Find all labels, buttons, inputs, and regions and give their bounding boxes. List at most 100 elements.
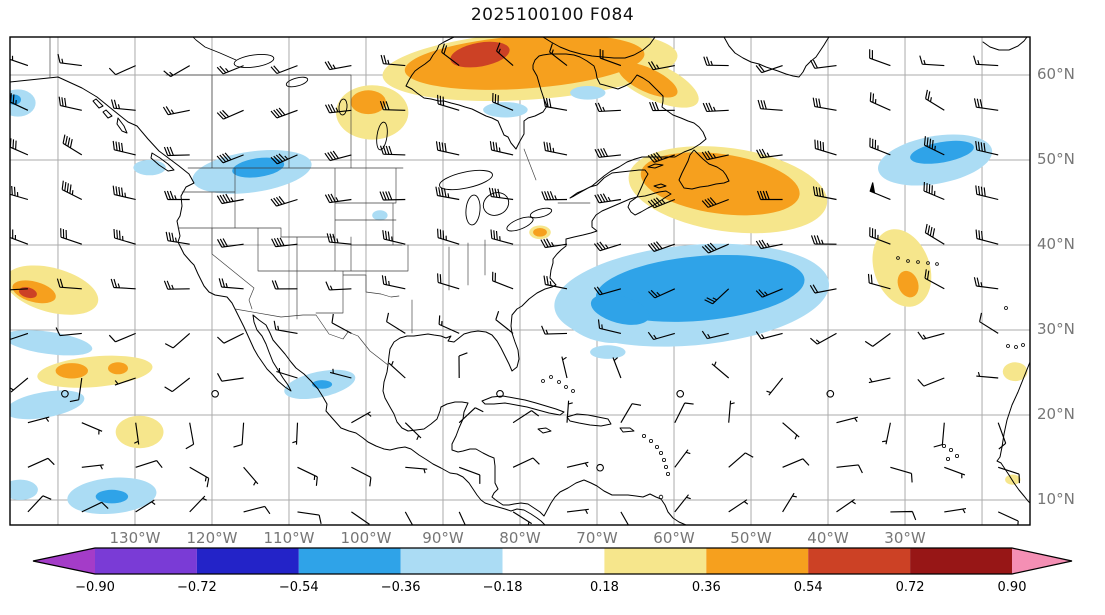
wind-barb <box>382 230 406 245</box>
wind-barb <box>437 228 460 245</box>
wind-barb <box>216 65 244 75</box>
contour-region <box>483 102 528 118</box>
wind-barb <box>489 141 514 156</box>
wind-barb <box>163 146 190 157</box>
wind-barb <box>108 332 136 343</box>
wind-barb <box>164 190 190 201</box>
state-province-borders <box>49 37 591 366</box>
wind-barb <box>164 332 191 349</box>
wind-barb <box>755 331 783 340</box>
wind-barb <box>810 59 837 69</box>
wind-barb <box>324 150 352 162</box>
wind-barb <box>112 140 136 156</box>
wind-barb <box>58 96 82 111</box>
coastline-haida-gwaii <box>116 117 128 134</box>
wind-barb <box>755 288 783 298</box>
colorbar-tick-label: 0.36 <box>691 580 721 595</box>
wind-barb <box>351 411 372 424</box>
lake-ontario <box>529 207 553 219</box>
wind-barb <box>599 49 622 67</box>
wind-barb <box>216 152 244 164</box>
wind-barb <box>933 422 945 448</box>
wind-barb <box>270 196 298 207</box>
wind-barb <box>975 185 999 201</box>
x-tick-label: 70°W <box>576 529 618 547</box>
wind-barb <box>812 97 837 111</box>
wind-barb <box>512 457 540 468</box>
wind-barb <box>458 511 466 525</box>
lake-erie <box>506 216 534 232</box>
wind-barb <box>324 61 352 71</box>
wind-barb <box>331 313 352 334</box>
wind-barb-flag <box>869 182 876 194</box>
wind-barb <box>326 233 352 245</box>
calm-circle <box>596 463 604 472</box>
coastline-jamaica <box>537 427 552 434</box>
wind-barb <box>488 187 514 201</box>
colorbar-tick-label: 0.72 <box>895 580 925 595</box>
wind-barb <box>435 186 460 201</box>
x-tick-label: 40°W <box>807 529 849 547</box>
wind-barb <box>882 422 891 445</box>
contour-region <box>450 41 510 68</box>
wind-barb <box>10 377 29 393</box>
coastline-puerto-rico <box>619 427 635 433</box>
colorbar-tick-label: 0.54 <box>793 580 823 595</box>
wind-barb <box>165 231 190 245</box>
wind-barb <box>919 55 945 67</box>
colorbar-extend-left <box>33 548 95 574</box>
wind-barb <box>441 43 460 67</box>
wind-barb <box>27 457 55 468</box>
wind-barb <box>869 137 891 156</box>
wind-barb <box>944 508 967 514</box>
wind-barb <box>890 466 913 483</box>
wind-barb <box>60 228 82 245</box>
wind-barb <box>648 61 675 71</box>
wind-barb <box>728 452 754 468</box>
colorbar-tick-label: −0.36 <box>380 580 421 595</box>
wind-barb <box>458 352 468 379</box>
wind-barb <box>437 273 460 290</box>
colorbar-segment <box>808 548 911 574</box>
wind-barb <box>711 361 730 379</box>
contour-region <box>10 330 93 356</box>
chart-title: 2025100100 F084 <box>470 5 635 25</box>
x-tick-label: 120°W <box>186 529 238 547</box>
wind-barb <box>869 49 891 67</box>
wind-barb <box>163 280 190 290</box>
wind-barb <box>890 510 917 521</box>
wind-barb <box>405 466 428 474</box>
contour-region <box>18 287 37 299</box>
x-tick-label: 30°W <box>884 529 926 547</box>
wind-barb <box>648 288 676 299</box>
wind-barb <box>836 498 856 513</box>
wind-barb <box>647 152 675 163</box>
wind-barb <box>702 102 729 112</box>
wind-barb <box>540 238 568 249</box>
colorbar-tick-label: −0.18 <box>482 580 523 595</box>
wind-barb <box>404 511 414 525</box>
contour-region <box>590 345 626 359</box>
wind-barb <box>243 466 259 486</box>
wind-barb <box>757 99 783 111</box>
wind-barb <box>766 377 784 396</box>
wind-barb <box>27 495 52 513</box>
wind-barb <box>297 511 322 525</box>
colorbar-tick-label: −0.90 <box>75 580 115 595</box>
wind-barb <box>836 416 858 424</box>
wind-barb <box>979 312 999 334</box>
wind-barb <box>701 242 729 254</box>
wind-barb <box>495 311 514 334</box>
contour-region <box>533 228 547 237</box>
x-tick-label: 110°W <box>263 529 315 547</box>
y-tick-label: 30°N <box>1037 320 1075 338</box>
wind-barb <box>113 228 136 245</box>
wind-barb <box>62 134 83 156</box>
wind-barb <box>814 139 837 156</box>
colorbar-outline <box>32 547 1073 575</box>
colorbar-segment <box>604 548 707 574</box>
wind-barb <box>997 422 1007 450</box>
wind-barb <box>782 422 800 440</box>
wind-barb <box>216 193 244 205</box>
wind-barb <box>297 466 318 486</box>
